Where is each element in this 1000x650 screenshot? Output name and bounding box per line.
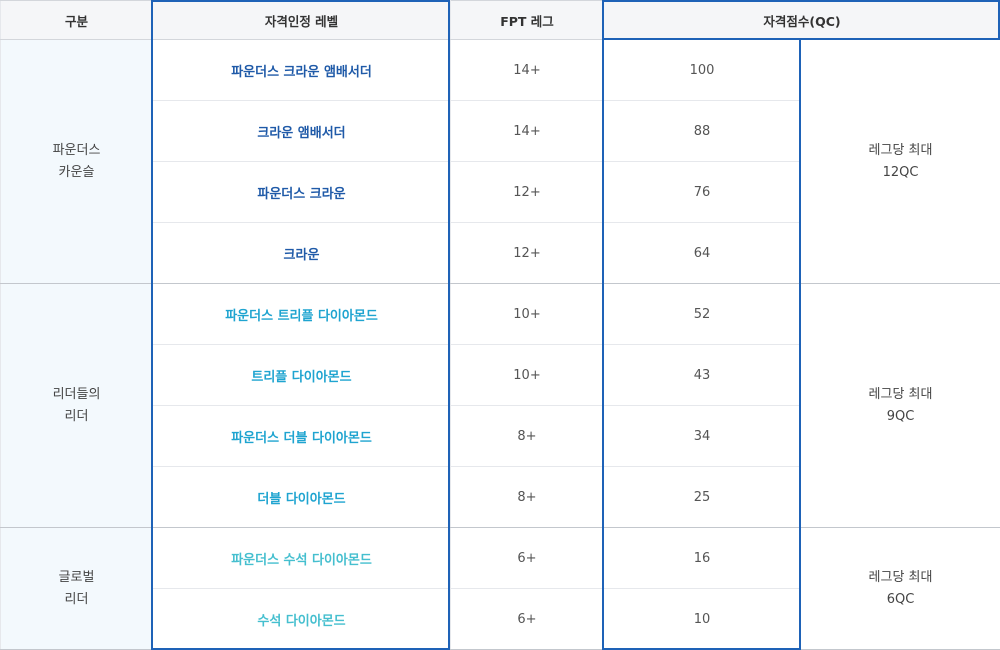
level-cell: 파운더스 더블 다이아몬드 xyxy=(152,405,451,467)
table-row: 글로벌 리더 파운더스 수석 다이아몬드 6+ 16 레그당 최대 6QC xyxy=(0,527,1000,650)
table-row: 트리플 다이아몬드 10+ 43 xyxy=(1,344,1000,406)
table-row: 더블 다이아몬드 8+ 25 xyxy=(1,466,1000,528)
level-cell: 수석 다이아몬드 xyxy=(152,588,451,650)
max-per-leg-cell: 레그당 최대 12QC xyxy=(799,39,1000,284)
qc-cell: 43 xyxy=(603,344,801,406)
leg-cell: 8+ xyxy=(450,466,604,528)
category-cell: 파운더스 카운슬 xyxy=(0,39,153,284)
qc-cell: 100 xyxy=(603,39,801,101)
table-row: 파운더스 크라운 12+ 76 xyxy=(1,161,1000,223)
category-line: 글로벌 xyxy=(58,569,95,585)
leg-cell: 12+ xyxy=(450,161,604,223)
header-level: 자격인정 레벨 xyxy=(152,0,451,40)
max-line: 9QC xyxy=(886,408,915,424)
qc-cell: 88 xyxy=(603,100,801,162)
qc-cell: 52 xyxy=(603,283,801,345)
header-qc: 자격점수(QC) xyxy=(602,0,1000,40)
category-line: 리더들의 xyxy=(52,386,101,402)
qc-cell: 34 xyxy=(603,405,801,467)
category-cell: 글로벌 리더 xyxy=(0,527,153,650)
table-row: 리더들의 리더 파운더스 트리플 다이아몬드 10+ 52 레그당 최대 9QC xyxy=(0,283,1000,528)
leg-cell: 10+ xyxy=(450,344,604,406)
level-cell: 더블 다이아몬드 xyxy=(152,466,451,528)
max-per-leg-cell: 레그당 최대 6QC xyxy=(799,527,1000,650)
table-row: 수석 다이아몬드 6+ 10 xyxy=(1,588,1000,650)
level-cell: 크라운 xyxy=(152,222,451,284)
header-fpt-leg: FPT 레그 xyxy=(450,0,604,40)
qc-cell: 25 xyxy=(603,466,801,528)
category-line: 파운더스 xyxy=(52,142,101,158)
leg-cell: 12+ xyxy=(450,222,604,284)
max-line: 12QC xyxy=(882,164,919,180)
leg-cell: 14+ xyxy=(450,100,604,162)
category-line: 리더 xyxy=(64,591,89,607)
leg-cell: 10+ xyxy=(450,283,604,345)
max-line: 6QC xyxy=(886,591,915,607)
category-line: 리더 xyxy=(64,408,89,424)
table-row: 파운더스 카운슬 파운더스 크라운 앰배서더 14+ 100 레그당 최대 12… xyxy=(0,39,1000,284)
header-category: 구분 xyxy=(0,0,153,40)
qc-cell: 16 xyxy=(603,527,801,589)
qc-cell: 64 xyxy=(603,222,801,284)
leg-cell: 8+ xyxy=(450,405,604,467)
table-row: 파운더스 더블 다이아몬드 8+ 34 xyxy=(1,405,1000,467)
qc-cell: 10 xyxy=(603,588,801,650)
level-cell: 크라운 앰배서더 xyxy=(152,100,451,162)
max-line: 레그당 최대 xyxy=(868,142,933,158)
level-cell: 파운더스 크라운 xyxy=(152,161,451,223)
max-line: 레그당 최대 xyxy=(868,569,933,585)
leg-cell: 6+ xyxy=(450,527,604,589)
max-line: 레그당 최대 xyxy=(868,386,933,402)
level-cell: 트리플 다이아몬드 xyxy=(152,344,451,406)
qc-cell: 76 xyxy=(603,161,801,223)
leg-cell: 14+ xyxy=(450,39,604,101)
category-line: 카운슬 xyxy=(58,164,95,180)
level-cell: 파운더스 트리플 다이아몬드 xyxy=(152,283,451,345)
level-cell: 파운더스 수석 다이아몬드 xyxy=(152,527,451,589)
level-cell: 파운더스 크라운 앰배서더 xyxy=(152,39,451,101)
table-row: 크라운 12+ 64 xyxy=(1,222,1000,284)
max-per-leg-cell: 레그당 최대 9QC xyxy=(799,283,1000,528)
leg-cell: 6+ xyxy=(450,588,604,650)
header-row: 구분 자격인정 레벨 FPT 레그 자격점수(QC) xyxy=(0,0,1000,40)
category-cell: 리더들의 리더 xyxy=(0,283,153,528)
